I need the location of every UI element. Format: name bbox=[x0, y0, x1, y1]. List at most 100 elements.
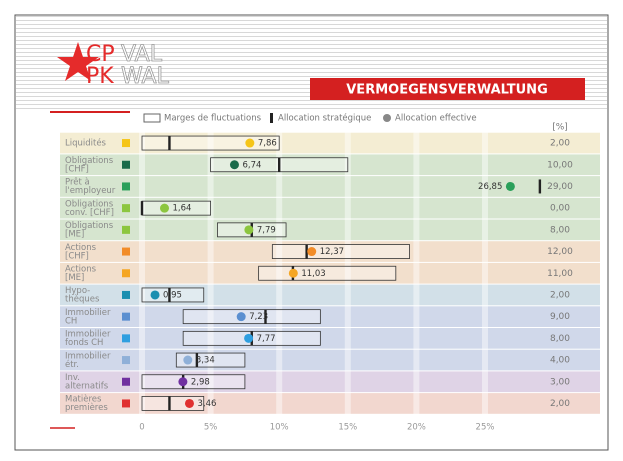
category-label: [CHF] bbox=[65, 251, 89, 261]
effective-label: 26,85 bbox=[478, 182, 502, 192]
row-band bbox=[60, 132, 600, 154]
strategic-label: 8,00 bbox=[550, 334, 570, 344]
category-label: conv. [CHF] bbox=[65, 208, 114, 218]
category-label: fonds CH bbox=[65, 338, 103, 348]
row-band bbox=[60, 349, 600, 371]
fluctuation-range bbox=[175, 352, 246, 368]
x-tick-label: 20% bbox=[407, 423, 426, 433]
fluctuation-range bbox=[141, 396, 205, 411]
effective-allocation bbox=[236, 312, 246, 322]
effective-label: 6,74 bbox=[242, 160, 261, 170]
category-label: premières bbox=[65, 402, 108, 413]
category-swatch bbox=[122, 312, 130, 321]
fluctuation-range bbox=[258, 265, 397, 281]
strategic-label: 9,00 bbox=[550, 312, 570, 322]
category-label: Obligations bbox=[65, 221, 114, 231]
effective-label: 3,34 bbox=[196, 356, 215, 366]
category-swatch bbox=[122, 225, 130, 234]
row-band bbox=[60, 154, 600, 176]
strategic-allocation bbox=[538, 179, 542, 194]
fluctuation-range bbox=[141, 135, 280, 151]
strategic-label: 2,00 bbox=[550, 139, 570, 149]
strategic-label: 2,00 bbox=[550, 399, 570, 409]
category-label: Matières bbox=[65, 394, 102, 405]
category-label: Inv. bbox=[65, 373, 80, 383]
strategic-allocation bbox=[305, 244, 308, 259]
category-label: Prêt à bbox=[65, 177, 90, 188]
effective-allocation bbox=[288, 268, 298, 278]
title: VERMOEGENSVERWALTUNG bbox=[346, 83, 548, 98]
effective-label: 12,37 bbox=[320, 247, 344, 257]
category-label: étr. bbox=[65, 359, 79, 370]
fluctuation-range bbox=[141, 374, 246, 390]
effective-label: 3,46 bbox=[197, 399, 216, 409]
strategic-allocation bbox=[168, 396, 171, 411]
effective-allocation bbox=[178, 377, 188, 387]
effective-allocation bbox=[184, 398, 194, 408]
category-swatch bbox=[122, 160, 130, 169]
strategic-allocation bbox=[195, 353, 199, 368]
fluctuation-range bbox=[182, 309, 321, 325]
logo-cp: CP bbox=[86, 42, 115, 67]
category-label: Obligations bbox=[65, 199, 114, 209]
effective-allocation bbox=[245, 138, 255, 148]
logo-val: VAL bbox=[121, 42, 163, 67]
row-band bbox=[60, 197, 600, 219]
strategic-label: 29,00 bbox=[547, 182, 573, 192]
row-band bbox=[60, 262, 600, 284]
row-band bbox=[60, 306, 600, 327]
strategic-label: 12,00 bbox=[547, 247, 573, 257]
category-label: l'employeur bbox=[65, 186, 116, 196]
category-swatch bbox=[122, 356, 130, 365]
x-tick-label: 15% bbox=[338, 423, 357, 433]
category-swatch bbox=[122, 204, 130, 213]
category-label: [CHF] bbox=[65, 165, 89, 175]
row-band bbox=[60, 284, 600, 306]
legend-label: Allocation stratégique bbox=[278, 113, 371, 124]
category-label: thèques bbox=[65, 294, 100, 305]
strategic-allocation bbox=[168, 136, 171, 151]
logo-pk: PK bbox=[86, 64, 114, 89]
category-swatch bbox=[122, 139, 130, 148]
unit-label: [%] bbox=[552, 123, 568, 133]
x-tick-label: 5% bbox=[204, 423, 218, 433]
effective-allocation bbox=[150, 290, 160, 300]
strategic-allocation bbox=[140, 201, 144, 216]
strategic-label: 8,00 bbox=[550, 225, 570, 235]
category-swatch bbox=[122, 247, 130, 256]
row-band bbox=[60, 219, 600, 241]
plot: 0 5% 10% 15% 20% 25% Liquidités 7,86 2,00 Obligat… bbox=[60, 132, 600, 433]
strategic-label: 10,00 bbox=[547, 160, 573, 170]
category-label: Immobilier bbox=[65, 330, 111, 340]
effective-label: 0,95 bbox=[163, 290, 182, 300]
logo-star bbox=[57, 42, 99, 81]
category-label: CH bbox=[65, 316, 77, 326]
row-band bbox=[60, 176, 600, 197]
category-swatch bbox=[122, 399, 130, 408]
legend-label: Allocation effective bbox=[395, 114, 477, 124]
effective-label: 7,79 bbox=[257, 225, 276, 235]
logo-wal: WAL bbox=[121, 64, 170, 89]
effective-allocation bbox=[160, 203, 170, 213]
category-swatch bbox=[122, 377, 130, 386]
category-label: Hypo- bbox=[65, 286, 90, 296]
strategic-label: 4,00 bbox=[550, 356, 570, 366]
category-label: Actions bbox=[65, 243, 97, 253]
category-swatch bbox=[122, 334, 130, 343]
category-label: Immobilier bbox=[65, 351, 111, 361]
category-label: Actions bbox=[65, 265, 97, 275]
legend-dot-icon bbox=[383, 114, 391, 122]
strategic-label: 0,00 bbox=[550, 204, 570, 214]
category-label: [ME] bbox=[65, 273, 84, 283]
effective-label: 2,98 bbox=[191, 377, 210, 387]
category-label: [ME] bbox=[65, 230, 84, 240]
effective-allocation bbox=[183, 355, 193, 365]
row-band bbox=[60, 393, 600, 414]
effective-label: 7,77 bbox=[257, 334, 276, 344]
x-tick-label: 25% bbox=[476, 423, 495, 433]
strategic-allocation bbox=[264, 309, 267, 324]
row-band bbox=[60, 241, 600, 262]
effective-allocation bbox=[229, 160, 239, 170]
